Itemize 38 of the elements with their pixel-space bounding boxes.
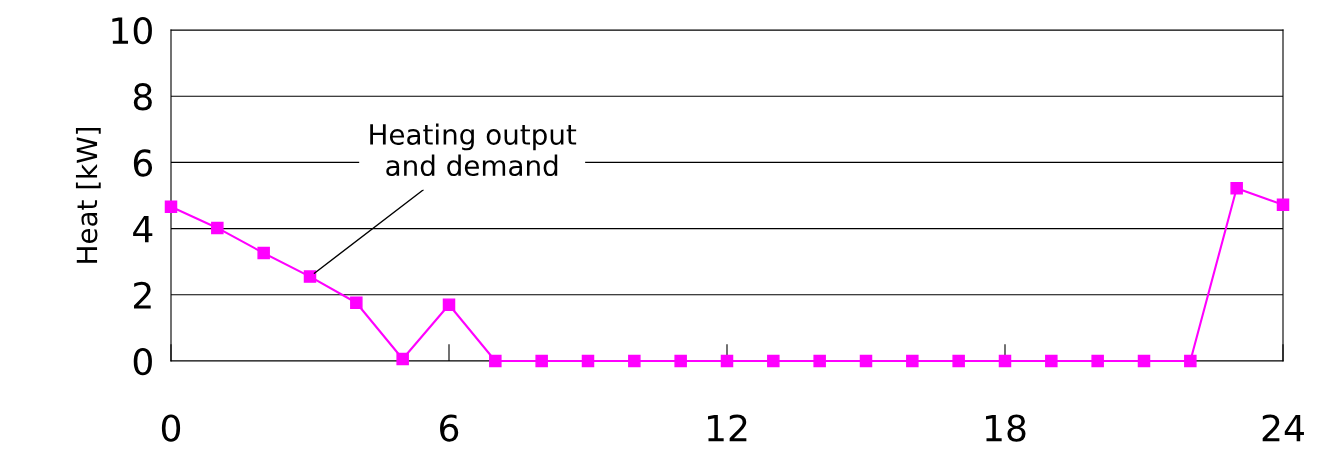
point [535,354,548,368]
point [1276,198,1290,212]
point [303,270,317,283]
point [257,246,270,260]
point [164,200,178,214]
point [1137,354,1151,368]
point [906,354,919,368]
y-tick-label: 10 [112,16,152,45]
y-axis-title: Heat [kW] [75,127,101,263]
x-tick-label: 18 [985,414,1026,442]
point [998,354,1012,368]
point [1045,354,1058,368]
point [581,354,595,368]
point [489,354,502,368]
y-tick-label: 0 [133,347,152,376]
point [674,354,687,368]
x-tick-label: 6 [440,414,459,442]
y-tick-label: 4 [133,215,153,243]
point [1230,181,1243,195]
y-tick-label: 8 [133,83,152,111]
point [396,352,409,366]
point [1184,354,1197,368]
point [767,354,780,368]
point [952,354,965,368]
x-tick-label: 12 [707,414,747,442]
point [859,354,873,368]
x-tick-label: 0 [161,414,181,442]
point [813,354,826,368]
y-tick-label: 6 [133,149,153,177]
point [1091,354,1104,368]
y-tick-label: 2 [134,281,151,309]
annotation: Heating output and demand [370,123,577,177]
point [211,221,224,235]
point [628,354,641,368]
point [350,296,363,309]
x-tick-label: 24 [1262,414,1304,442]
point [442,298,456,311]
point [720,354,734,368]
